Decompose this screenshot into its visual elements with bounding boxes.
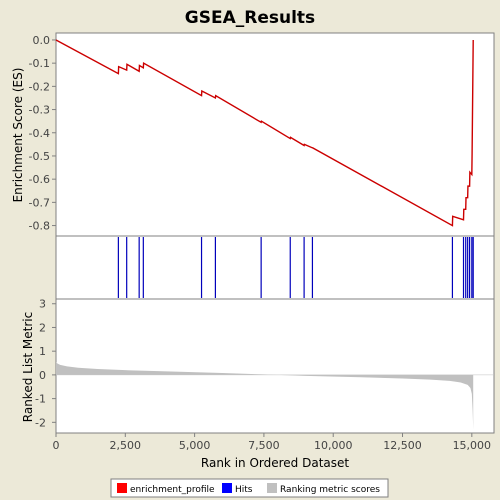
es-y-tick-label: -0.7 [29,196,50,209]
legend-swatch-hits [222,483,232,493]
es-y-tick-label: -0.5 [29,150,50,163]
es-y-tick-label: -0.2 [29,80,50,93]
x-tick-label: 15,000 [453,439,492,452]
metric-y-tick-label: -1 [35,393,46,406]
es-y-tick-label: -0.6 [29,173,50,186]
metric-y-axis-label: Ranked List Metric [21,312,35,422]
x-tick-label: 10,000 [314,439,353,452]
es-plot-area [55,32,495,237]
legend-label-enrichment-profile: enrichment_profile [130,485,215,495]
metric-y-tick-label: 0 [39,369,46,382]
metric-y-tick-label: 2 [39,321,46,334]
x-tick-label: 5,000 [179,439,211,452]
es-y-tick-label: -0.8 [29,220,50,233]
hits-plot-area [55,235,495,300]
es-y-tick-label: -0.1 [29,57,50,70]
x-tick-label: 12,500 [383,439,422,452]
x-tick-label: 7,500 [248,439,280,452]
metric-panel: 3 2 1 0 -1 -2 Ranked List Metric [21,298,495,434]
metric-y-tick-label: 3 [39,298,46,311]
legend-swatch-ranking-metric [267,483,277,493]
es-y-axis: 0.0 -0.1 -0.2 -0.3 -0.4 -0.5 -0.6 -0.7 -0.8 [29,34,56,233]
x-tick-label: 2,500 [110,439,142,452]
legend-label-ranking-metric: Ranking metric scores [280,485,380,495]
metric-y-axis: 3 2 1 0 -1 -2 [35,298,56,429]
es-panel: 0.0 -0.1 -0.2 -0.3 -0.4 -0.5 -0.6 -0.7 -0.8 Enri… [11,32,495,237]
hits-panel [55,235,495,300]
enrichment-profile-line [55,39,474,227]
es-y-tick-label: -0.4 [29,127,50,140]
metric-plot-area [55,298,495,434]
x-axis: 0 2,500 5,000 7,500 10,000 12,500 15,000 [53,433,492,452]
legend-label-hits: Hits [235,485,253,495]
hit-markers [117,237,474,298]
x-tick-label: 0 [53,439,60,452]
x-axis-label: Rank in Ordered Dataset [201,456,349,470]
es-y-tick-label: 0.0 [33,34,51,47]
metric-y-tick-label: 1 [39,345,46,358]
es-y-tick-label: -0.3 [29,104,50,117]
chart-title: GSEA_Results [185,8,315,28]
metric-y-tick-label: -2 [35,416,46,429]
legend-box [110,478,389,498]
legend: enrichment_profile Hits Ranking metric s… [110,478,389,498]
es-y-axis-label: Enrichment Score (ES) [11,68,25,203]
legend-swatch-enrichment-profile [117,483,127,493]
